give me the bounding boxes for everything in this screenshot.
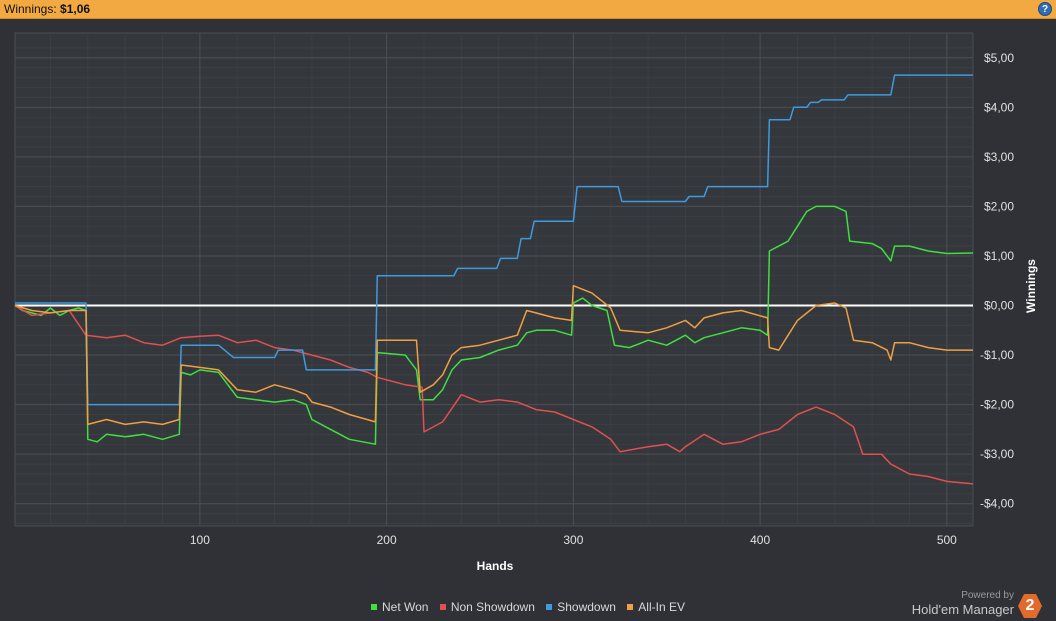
hem2-logo-icon: 2 bbox=[1018, 594, 1042, 618]
x-tick-label: 100 bbox=[190, 533, 210, 547]
y-axis-title: Winnings bbox=[1024, 259, 1038, 313]
series-line-all-in-ev bbox=[14, 284, 973, 426]
winnings-value: $1,06 bbox=[60, 2, 91, 16]
legend-label: Non Showdown bbox=[450, 600, 535, 614]
series-line-showdown bbox=[15, 74, 973, 406]
winnings-summary: Winnings: $1,06 bbox=[4, 2, 90, 16]
brand-block: Powered by Hold'em Manager 2 bbox=[912, 590, 1042, 619]
legend-swatch bbox=[546, 603, 553, 610]
legend-non-showdown[interactable]: Non Showdown bbox=[439, 600, 535, 614]
legend-label: Showdown bbox=[557, 600, 616, 614]
y-tick-label: -$1,00 bbox=[980, 348, 1014, 362]
legend-swatch bbox=[439, 603, 446, 610]
winnings-header: Winnings: $1,06 ? bbox=[0, 0, 1056, 19]
y-tick-label: -$4,00 bbox=[980, 497, 1014, 511]
x-tick-label: 400 bbox=[750, 533, 770, 547]
winnings-chart: 100 200 300 400 500 $5,00 $4,00 $3,00 $2,00 $1,0… bbox=[14, 32, 1038, 573]
legend-label: All-In EV bbox=[638, 600, 685, 614]
series-line-net-won bbox=[14, 205, 974, 445]
x-tick-label: 300 bbox=[563, 533, 583, 547]
legend-swatch bbox=[627, 603, 634, 610]
y-tick-label: $3,00 bbox=[984, 150, 1014, 164]
powered-by-text: Powered by bbox=[961, 590, 1014, 601]
y-tick-label: $0,00 bbox=[984, 299, 1014, 313]
y-tick-label: $1,00 bbox=[984, 249, 1014, 263]
y-axis-ticks: $5,00 $4,00 $3,00 $2,00 $1,00 $0,00 -$1,00 -$2,… bbox=[980, 51, 1014, 511]
winnings-label: Winnings: bbox=[4, 2, 57, 16]
brand-name: Hold'em Manager bbox=[911, 602, 1014, 617]
x-tick-label: 500 bbox=[937, 533, 957, 547]
legend-swatch bbox=[371, 603, 378, 610]
y-tick-label: $4,00 bbox=[984, 100, 1014, 114]
y-tick-label: $2,00 bbox=[984, 199, 1014, 213]
legend-all-in-ev[interactable]: All-In EV bbox=[627, 600, 685, 614]
x-tick-label: 200 bbox=[377, 533, 397, 547]
y-tick-label: $5,00 bbox=[984, 51, 1014, 65]
series-line-non-showdown bbox=[14, 304, 974, 485]
x-axis-title: Hands bbox=[477, 559, 514, 573]
legend-showdown[interactable]: Showdown bbox=[546, 600, 616, 614]
chart-legend: Net Won Non Showdown Showdown All-In EV bbox=[0, 600, 1056, 614]
x-axis-ticks: 100 200 300 400 500 bbox=[190, 533, 957, 547]
legend-net-won[interactable]: Net Won bbox=[371, 600, 428, 614]
minor-gridlines bbox=[15, 33, 973, 526]
y-tick-label: -$2,00 bbox=[980, 398, 1014, 412]
help-icon[interactable]: ? bbox=[1038, 2, 1052, 16]
y-tick-label: -$3,00 bbox=[980, 447, 1014, 461]
legend-label: Net Won bbox=[382, 600, 429, 614]
series-lines bbox=[14, 74, 974, 485]
